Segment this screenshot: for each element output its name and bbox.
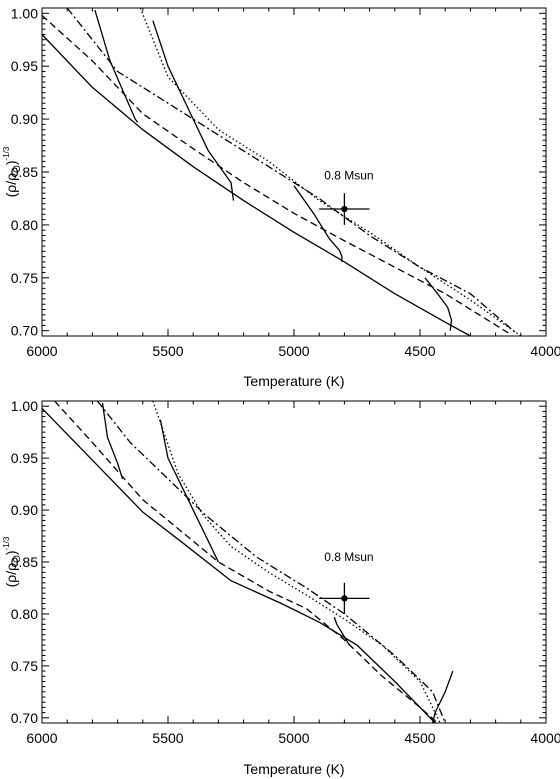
bottom-x-tick-label: 5500 bbox=[152, 730, 183, 746]
top-x-tick-label: 5000 bbox=[278, 343, 309, 359]
top-series-line-dashed bbox=[42, 14, 509, 334]
top-series-line-solid bbox=[42, 34, 471, 336]
bottom-series-line-solid bbox=[333, 616, 350, 646]
bottom-y-tick-label: 0.80 bbox=[11, 606, 38, 622]
bottom-series-line-solid bbox=[42, 407, 436, 723]
top-series-line-solid bbox=[94, 9, 139, 123]
bottom-series-group bbox=[42, 401, 454, 723]
top-y-axis-label: (ρ/ρO)-1/3 bbox=[2, 146, 23, 197]
bottom-plot-frame bbox=[41, 400, 547, 724]
bottom-mass-annotation: 0.8 Msun bbox=[324, 550, 373, 564]
top-y-axis-label-paren: ) bbox=[3, 160, 19, 165]
bottom-y-axis-label-subscript: O bbox=[12, 555, 23, 563]
top-mass-annotation: 0.8 Msun bbox=[324, 168, 373, 182]
bottom-series-line-dashed bbox=[54, 401, 439, 723]
top-y-tick-label: 0.80 bbox=[11, 217, 38, 233]
top-y-axis-label-subscript: O bbox=[12, 165, 23, 173]
top-x-tick-label: 4000 bbox=[530, 343, 560, 359]
bottom-y-axis-label: (ρ/ρO)-1/3 bbox=[2, 536, 23, 587]
bottom-y-axis-label-main: (ρ/ρ bbox=[3, 563, 19, 588]
bottom-series-line-dotted bbox=[152, 401, 441, 723]
top-data-point bbox=[341, 205, 348, 213]
top-x-tick-label: 5500 bbox=[152, 343, 183, 359]
bottom-y-tick-label: 0.90 bbox=[11, 502, 38, 518]
bottom-y-tick-label: 0.75 bbox=[11, 658, 38, 674]
top-plot-frame bbox=[41, 7, 547, 337]
bottom-series-line-solid bbox=[101, 403, 124, 480]
top-series-line-solid bbox=[152, 20, 235, 201]
bottom-x-tick-label: 6000 bbox=[26, 730, 57, 746]
bottom-y-tick-label: 0.85 bbox=[11, 554, 38, 570]
bottom-x-tick-label: 5000 bbox=[278, 730, 309, 746]
top-y-tick-label: 0.85 bbox=[11, 164, 38, 180]
top-y-tick-label: 0.75 bbox=[11, 270, 38, 286]
bottom-y-axis-label-paren: ) bbox=[3, 550, 19, 555]
top-y-tick-label: 0.70 bbox=[11, 323, 38, 339]
bottom-x-axis-label: Temperature (K) bbox=[243, 761, 344, 777]
bottom-y-tick-label: 0.70 bbox=[11, 710, 38, 726]
bottom-series-line-dashdot bbox=[96, 401, 446, 723]
top-x-tick-label: 4500 bbox=[404, 343, 435, 359]
bottom-y-tick-label: 0.95 bbox=[11, 450, 38, 466]
top-y-tick-label: 0.95 bbox=[11, 58, 38, 74]
bottom-chart-panel: 6000 5500 5000 4500 4000 0.70 0.75 0.80 0.85 0.90… bbox=[2, 398, 560, 777]
top-y-axis-label-superscript: -1/3 bbox=[2, 146, 11, 160]
top-series-line-solid bbox=[293, 185, 343, 262]
bottom-series-line-solid bbox=[431, 670, 454, 723]
bottom-y-tick-label: 1.00 bbox=[11, 398, 38, 414]
bottom-y-axis-label-superscript: -1/3 bbox=[2, 536, 11, 550]
top-series-group bbox=[42, 8, 522, 336]
top-y-axis-label-main: (ρ/ρ bbox=[3, 173, 19, 198]
bottom-series-line-solid bbox=[159, 419, 219, 563]
top-chart-panel: 6000 5500 5000 4500 4000 0.70 0.75 0.80 0.85 0.90… bbox=[2, 5, 560, 389]
top-x-tick-label: 6000 bbox=[26, 343, 57, 359]
bottom-x-tick-label: 4000 bbox=[530, 730, 560, 746]
top-y-tick-label: 0.90 bbox=[11, 111, 38, 127]
top-x-axis-label: Temperature (K) bbox=[243, 373, 344, 389]
top-series-line-dashdot bbox=[66, 8, 517, 334]
bottom-data-point bbox=[341, 595, 348, 602]
top-series-line-solid bbox=[424, 277, 453, 331]
bottom-x-tick-label: 4500 bbox=[404, 730, 435, 746]
top-y-tick-label: 1.00 bbox=[11, 5, 38, 21]
